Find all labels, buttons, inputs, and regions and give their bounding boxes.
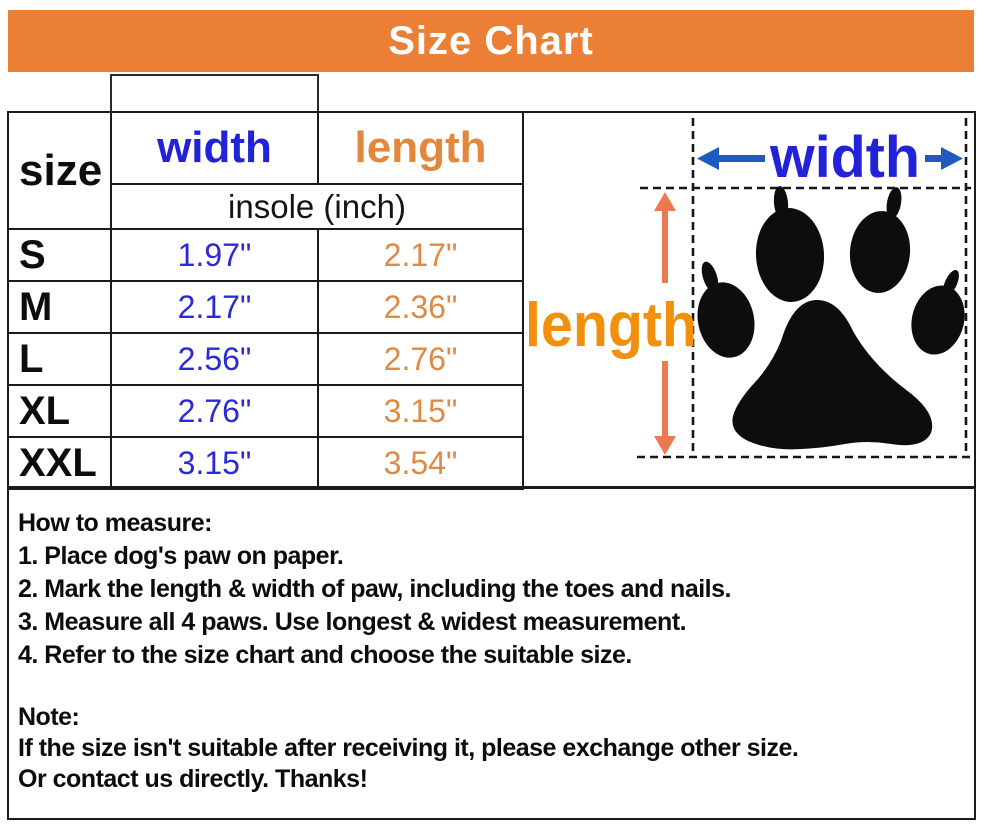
length-column-header: length [317,111,524,185]
toe-pad [911,285,965,355]
length-value-cell: 2.36" [317,280,524,334]
width-arrow-left-icon [697,147,765,170]
toe-pad [849,211,911,293]
width-value-cell: 2.17" [110,280,319,334]
length-value-cell: 3.15" [317,384,524,438]
how-to-measure-title: How to measure: [18,509,212,537]
size-chart-banner: Size Chart [8,10,974,72]
measure-step: 1. Place dog's paw on paper. [18,542,344,570]
width-column-header: width [110,111,319,185]
width-value-cell: 2.56" [110,332,319,386]
empty-header-cell [110,74,319,114]
measure-step: 4. Refer to the size chart and choose th… [18,641,632,669]
width-arrow-right-icon [925,147,963,170]
section-divider [7,486,976,489]
length-value-cell: 3.54" [317,436,524,490]
width-value-cell: 1.97" [110,228,319,282]
measure-step: 2. Mark the length & width of paw, inclu… [18,575,731,603]
length-value-cell: 2.76" [317,332,524,386]
length-arrow-up-icon [654,192,676,283]
insole-unit-header: insole (inch) [110,183,524,230]
diagram-length-label: length [525,291,697,360]
width-value-cell: 3.15" [110,436,319,490]
size-cell: S [7,228,112,282]
table-row: M 2.17" 2.36" [7,280,524,334]
table-row: L 2.56" 2.76" [7,332,524,386]
table-row: XXL 3.15" 3.54" [7,436,524,490]
size-cell: XL [7,384,112,438]
length-value-cell: 2.17" [317,228,524,282]
toe-pad [755,208,825,302]
main-pad [732,299,933,450]
size-table: size width length insole (inch) S 1.97" … [7,111,524,490]
paw-print-illustration [697,186,965,450]
size-cell: L [7,332,112,386]
dashed-guide-lines [637,118,975,459]
note-title: Note: [18,703,80,731]
note-line: Or contact us directly. Thanks! [18,765,368,793]
claw-icon [886,187,902,219]
insole-header-row: insole (inch) [8,183,524,230]
table-row: XL 2.76" 3.15" [7,384,524,438]
paw-measure-diagram: width length [525,118,975,459]
length-arrow-down-icon [654,361,676,455]
toe-pad [697,282,755,358]
size-cell: XXL [7,436,112,490]
size-column-header: size [7,111,112,230]
measure-step: 3. Measure all 4 paws. Use longest & wid… [18,608,687,636]
size-cell: M [7,280,112,334]
width-value-cell: 2.76" [110,384,319,438]
table-header-row: size width length [7,111,524,230]
diagram-width-label: width [769,125,920,190]
page-title: Size Chart [388,19,594,63]
how-to-measure-section: How to measure: 1. Place dog's paw on pa… [18,507,968,672]
note-section: Note: If the size isn't suitable after r… [18,702,968,795]
note-line: If the size isn't suitable after receivi… [18,734,799,762]
table-row: S 1.97" 2.17" [7,228,524,282]
